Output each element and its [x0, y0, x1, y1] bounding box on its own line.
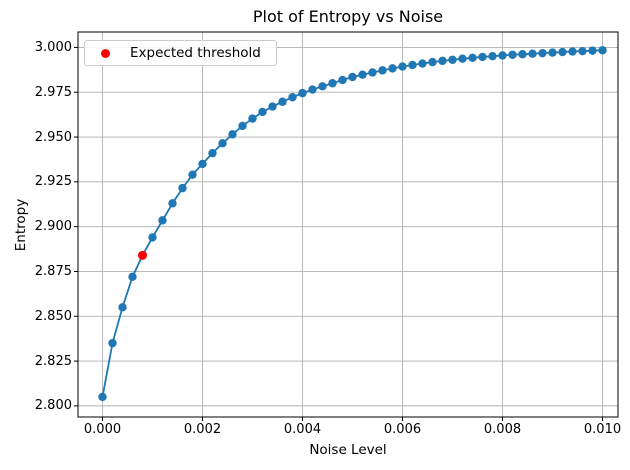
series-marker: [588, 46, 597, 55]
legend: Expected threshold: [84, 40, 277, 66]
series-marker: [268, 102, 277, 111]
series-marker: [418, 59, 427, 68]
series-marker: [148, 233, 157, 242]
series-marker: [528, 49, 537, 58]
series-marker: [478, 52, 487, 62]
series-marker: [578, 46, 587, 56]
series-marker: [598, 46, 607, 55]
series-marker: [408, 60, 417, 70]
series-marker: [398, 62, 407, 71]
series-marker: [458, 54, 467, 63]
series-marker: [348, 72, 357, 82]
series-marker: [208, 148, 217, 158]
series-marker: [298, 88, 307, 98]
x-tick-label: 0.004: [283, 422, 322, 437]
x-tick-label: 0.006: [383, 422, 422, 437]
series-marker: [438, 56, 447, 66]
series-marker: [288, 93, 297, 102]
series-marker: [218, 139, 227, 148]
series-marker: [488, 51, 497, 61]
y-tick-label: 2.800: [34, 398, 72, 414]
series-marker: [108, 338, 117, 348]
series-marker: [128, 272, 137, 282]
series-marker: [198, 159, 207, 169]
threshold-point: [138, 250, 147, 260]
plot-area: [78, 32, 618, 417]
series-marker: [188, 170, 197, 179]
series-marker: [258, 107, 267, 117]
y-tick-label: 2.900: [34, 219, 72, 235]
series-marker: [238, 121, 247, 131]
series-marker: [538, 48, 547, 58]
series-marker: [568, 47, 577, 56]
series-marker: [508, 50, 517, 59]
series-marker: [118, 303, 127, 312]
chart-title: Plot of Entropy vs Noise: [252, 7, 444, 26]
series-marker: [338, 75, 347, 85]
series-marker: [158, 216, 167, 225]
x-axis-label: Noise Level: [309, 442, 387, 458]
legend-label: Expected threshold: [130, 45, 261, 61]
series-marker: [328, 79, 337, 88]
series-marker: [178, 183, 187, 193]
series-marker: [498, 51, 507, 60]
y-tick-label: 2.975: [34, 84, 72, 100]
x-tick-label: 0.010: [583, 422, 622, 437]
series-marker: [548, 48, 557, 57]
series-marker: [98, 392, 107, 402]
series-marker: [368, 68, 377, 77]
y-tick-label: 2.875: [34, 263, 72, 279]
y-tick-label: 3.000: [34, 39, 72, 55]
series-marker: [388, 64, 397, 73]
y-tick-label: 2.825: [34, 353, 72, 369]
x-tick-label: 0.000: [83, 422, 122, 437]
series-marker: [448, 55, 457, 64]
y-tick-label: 2.850: [34, 308, 72, 324]
series-marker: [318, 82, 327, 91]
y-tick-label: 2.925: [34, 174, 72, 190]
series-marker: [248, 114, 257, 123]
series-marker: [308, 85, 317, 94]
threshold-marker-icon: [101, 48, 110, 58]
axes-spines: [77, 31, 619, 418]
x-tick-label: 0.002: [183, 422, 222, 437]
series-marker: [378, 66, 387, 75]
series-marker: [468, 53, 477, 63]
series-marker: [278, 97, 287, 106]
series-marker: [358, 70, 367, 79]
series-marker: [428, 57, 437, 67]
y-tick-label: 2.950: [34, 129, 72, 145]
series-marker: [558, 47, 567, 57]
series-marker: [518, 50, 527, 59]
series-marker: [228, 130, 237, 139]
series-marker: [168, 199, 177, 208]
x-tick-label: 0.008: [483, 422, 522, 437]
